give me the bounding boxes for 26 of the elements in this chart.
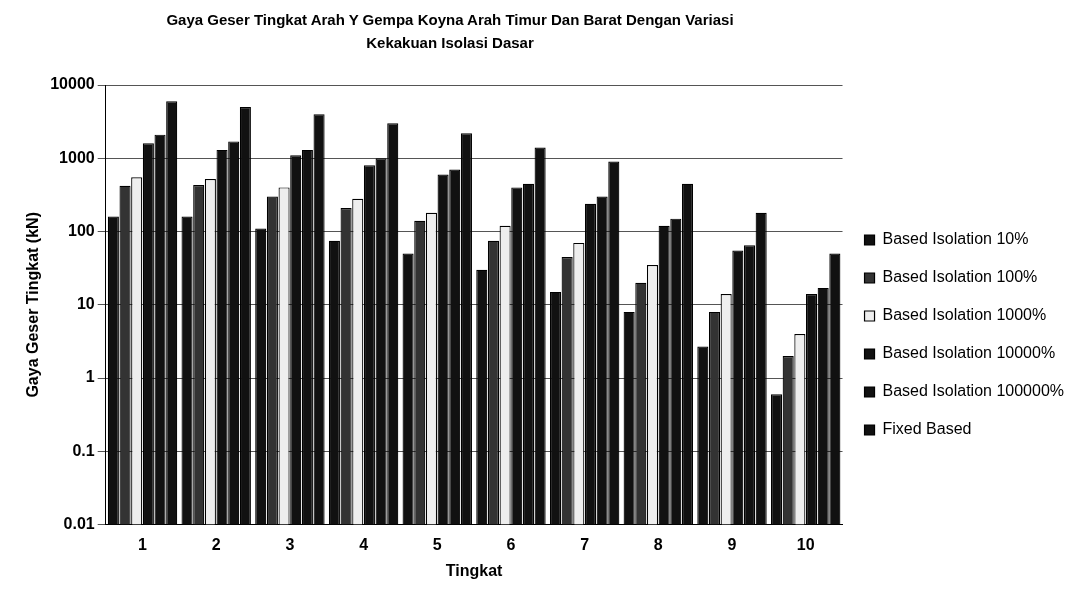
y-tick-label: 1000 — [59, 148, 95, 166]
x-tick-label: 10 — [796, 535, 815, 553]
x-tick-label: 8 — [653, 535, 663, 553]
x-tick-label: 6 — [506, 535, 516, 553]
y-tick-label: 10000 — [50, 75, 95, 93]
x-axis-title: Tingkat — [445, 561, 504, 579]
legend-label: Based Isolation 100% — [882, 268, 1038, 286]
legend-label: Based Isolation 100000% — [882, 382, 1064, 400]
y-tick-label: 100 — [67, 221, 95, 239]
y-tick-label: 10 — [76, 295, 95, 313]
x-tick-label: 1 — [138, 535, 148, 553]
legend-label: Based Isolation 10000% — [882, 344, 1056, 362]
x-tick-label: 7 — [580, 535, 590, 553]
y-tick-label: 0.1 — [72, 441, 95, 459]
x-tick-label: 9 — [727, 535, 737, 553]
chart-title: Gaya Geser Tingkat Arah Y Gempa Koyna Arah Timur Dan Barat Dengan Variasi Kekakuan Isolasi Dasar — [165, 10, 735, 53]
legend-label: Based Isolation 1000% — [882, 306, 1047, 324]
x-tick-label: 3 — [285, 535, 295, 553]
legend-label: Fixed Based — [882, 420, 972, 438]
x-tick-label: 5 — [432, 535, 442, 553]
y-tick-label: 0.01 — [63, 515, 95, 533]
x-tick-label: 2 — [211, 535, 221, 553]
x-tick-label: 4 — [359, 535, 369, 553]
y-tick-label: 1 — [85, 368, 95, 386]
legend-label: Based Isolation 10% — [882, 230, 1029, 248]
y-axis-title: Gaya Geser Tingkat (kN) — [24, 212, 42, 398]
